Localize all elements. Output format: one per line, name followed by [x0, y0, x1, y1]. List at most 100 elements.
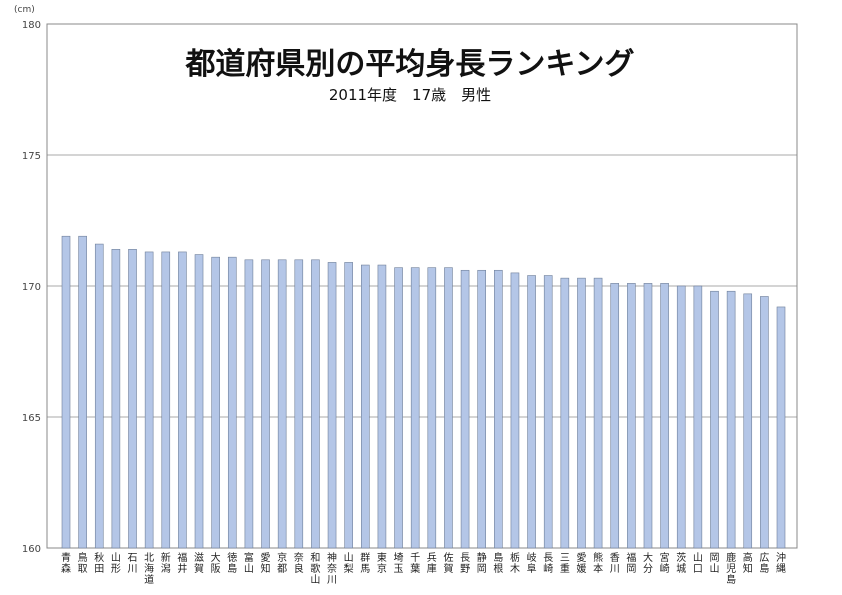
category-label: 熊本: [593, 551, 603, 575]
category-label: 奈良: [294, 551, 304, 575]
category-label: 愛媛: [576, 551, 586, 575]
y-axis-tick-labels: 160 165 170 175 180: [22, 20, 41, 555]
bar: [261, 259, 270, 549]
bar: [277, 259, 287, 549]
category-label: 長野: [460, 552, 470, 575]
bar: [178, 251, 187, 549]
y-tick-label: 180: [22, 20, 41, 31]
bar: [543, 275, 553, 549]
category-label: 北海道: [144, 552, 154, 586]
bar: [161, 251, 171, 549]
y-axis-unit-label: (cm): [14, 5, 35, 15]
category-label: 新潟: [161, 551, 171, 575]
bar: [477, 269, 487, 549]
x-axis-category-labels: 青森鳥取秋田山形石川北海道新潟福井滋賀大阪徳島富山愛知京都奈良和歌山神奈川山梨群…: [61, 551, 786, 586]
category-label: 山口: [693, 552, 703, 575]
category-label: 東京: [377, 551, 387, 575]
category-label: 徳島: [227, 551, 237, 575]
category-label: 山形: [111, 552, 121, 575]
y-tick-label: 175: [22, 151, 41, 162]
category-label: 千葉: [410, 552, 420, 575]
bar: [760, 296, 769, 549]
category-label: 鹿児島: [726, 551, 736, 586]
category-label: 神奈川: [327, 551, 337, 586]
category-label: 香川: [610, 552, 620, 575]
bar: [128, 249, 137, 549]
bar: [444, 267, 453, 549]
category-label: 静岡: [477, 551, 487, 575]
category-label: 佐賀: [443, 552, 453, 575]
bar: [710, 290, 719, 549]
category-label: 島根: [493, 551, 503, 575]
category-label: 高知: [743, 551, 753, 575]
bar: [560, 277, 570, 549]
category-label: 青森: [61, 551, 71, 575]
category-label: 兵庫: [427, 551, 437, 575]
category-label: 宮崎: [660, 551, 670, 575]
bar: [776, 306, 786, 549]
category-label: 沖縄: [776, 551, 786, 575]
category-label: 群馬: [360, 551, 370, 575]
bar: [660, 283, 669, 549]
category-label: 広島: [759, 551, 769, 575]
category-label: 長崎: [543, 552, 553, 575]
bar: [294, 259, 304, 549]
bar: [676, 285, 686, 549]
category-label: 岐阜: [527, 551, 537, 575]
bar: [627, 283, 636, 549]
category-label: 石川: [128, 553, 138, 575]
bar: [643, 283, 653, 549]
bar: [61, 235, 71, 549]
bar: [211, 256, 220, 549]
y-tick-label: 170: [22, 282, 41, 293]
category-label: 秋田: [94, 551, 104, 575]
category-label: 愛知: [261, 551, 271, 575]
category-label: 埼玉: [394, 551, 404, 575]
bar: [577, 277, 586, 549]
bar: [311, 259, 320, 549]
category-label: 鳥取: [78, 551, 88, 575]
bar: [527, 275, 536, 549]
category-label: 福岡: [626, 551, 636, 575]
bar: [94, 243, 104, 549]
bar: [460, 269, 470, 549]
category-label: 大分: [643, 551, 653, 575]
category-label: 三重: [560, 553, 570, 575]
category-label: 滋賀: [194, 551, 204, 575]
bar: [394, 267, 403, 549]
bar: [144, 251, 154, 549]
bar: [494, 269, 503, 549]
bar: [78, 235, 87, 549]
category-label: 大阪: [211, 551, 221, 575]
bar: [726, 290, 736, 549]
category-label: 栃木: [510, 551, 520, 575]
bar: [327, 262, 337, 549]
category-label: 富山: [244, 551, 254, 575]
bar: [227, 256, 237, 549]
bar: [360, 264, 370, 549]
bar: [344, 262, 353, 549]
category-label: 山梨: [344, 552, 354, 575]
category-label: 茨城: [676, 551, 686, 575]
bar: [593, 277, 603, 549]
category-label: 京都: [277, 551, 287, 575]
bar: [427, 267, 437, 549]
bar: [194, 254, 204, 549]
y-tick-label: 165: [22, 413, 41, 424]
category-label: 和歌山: [310, 552, 320, 586]
chart-subtitle: 2011年度 17歳 男性: [329, 86, 491, 104]
bar: [377, 264, 387, 549]
category-label: 福井: [177, 551, 187, 575]
category-label: 岡山: [709, 552, 719, 575]
bar: [693, 285, 703, 549]
bar: [244, 259, 254, 549]
y-tick-label: 160: [22, 544, 41, 555]
bar: [610, 283, 620, 549]
bar: [410, 267, 420, 549]
bar: [111, 249, 121, 549]
bar: [510, 272, 520, 549]
chart-title: 都道府県別の平均身長ランキング: [184, 47, 634, 82]
plot-frame: [46, 23, 798, 549]
bar: [743, 293, 753, 549]
